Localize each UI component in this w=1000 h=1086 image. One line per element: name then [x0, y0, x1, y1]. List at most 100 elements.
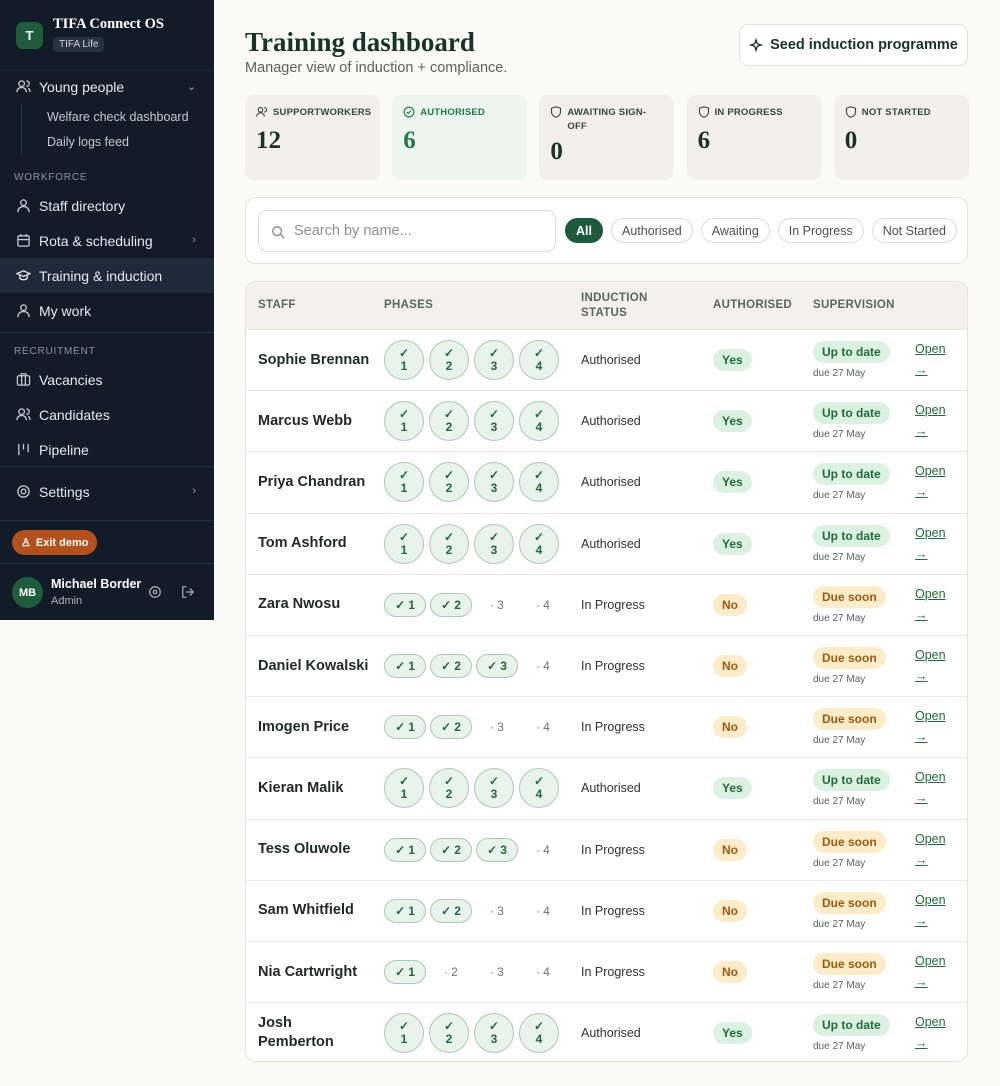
nav-item[interactable]: My work — [0, 293, 214, 328]
supervision-badge: Due soon — [813, 953, 886, 975]
phases: ✓ 1 ✓ 2 ✓ 3 ✓ 4 — [384, 514, 560, 574]
phase-pending: · 4 — [522, 904, 564, 918]
authorised-cell: No — [713, 697, 747, 757]
authorised-cell: Yes — [713, 514, 752, 574]
logout-button[interactable] — [181, 585, 195, 599]
open-link[interactable]: Open → — [915, 464, 946, 500]
phases: ✓ 1 ✓ 2 · 3 · 4 — [384, 881, 564, 941]
nav-item[interactable]: Young people ⌄ — [0, 69, 214, 104]
phase-number: 3 — [497, 720, 504, 735]
phase-number: 2 — [445, 420, 453, 435]
table-row: Marcus Webb ✓ 1 ✓ 2 ✓ 3 ✓ 4 Authorised Yes Up to da… — [246, 390, 967, 451]
phase-circle: ✓ 4 — [519, 523, 559, 564]
phase-number: 4 — [535, 542, 543, 557]
open-link[interactable]: Open → — [915, 954, 946, 989]
phase-pill: ✓ 1 — [384, 837, 426, 862]
due-date: due 27 May — [813, 490, 866, 502]
authorised-badge: No — [713, 593, 747, 616]
brand: T TIFA Connect OS TIFA Life — [16, 16, 164, 52]
sub-nav-item[interactable]: Welfare check dashboard — [47, 110, 189, 124]
phase-pending: · 3 — [476, 904, 518, 918]
nav-item[interactable]: Settings › — [0, 474, 214, 509]
table-row: Tess Oluwole ✓ 1 ✓ 2 ✓ 3 · 4 In Progress No Due soo… — [246, 818, 967, 880]
phase-number: 3 — [490, 359, 498, 373]
open-link[interactable]: Open → — [915, 1015, 946, 1051]
filter-pill[interactable]: Authorised — [610, 218, 693, 243]
phase-pending: · 3 — [476, 965, 518, 979]
supervision-badge: Up to date — [813, 402, 890, 425]
filter-pill[interactable]: Not Started — [871, 218, 957, 243]
phase-number: 4 — [543, 659, 550, 673]
filter-pill[interactable]: Awaiting — [700, 218, 770, 243]
open-link[interactable]: Open → — [915, 892, 946, 928]
logo: T — [16, 22, 43, 49]
phase-number: 3 — [500, 659, 507, 673]
phase-number: 1 — [400, 1032, 408, 1047]
nav-item[interactable]: Pipeline — [0, 432, 214, 467]
phase-circle: ✓ 2 — [429, 340, 469, 380]
check: ✓ — [488, 1019, 500, 1034]
phase-number: 2 — [445, 787, 453, 802]
nav-item[interactable]: Vacancies — [0, 362, 214, 397]
phase-pill: ✓ 2 — [430, 837, 472, 862]
exit-demo-button[interactable]: ♙ Exit demo — [12, 530, 98, 555]
open-link[interactable]: Open → — [915, 709, 946, 745]
open-link[interactable]: Open → — [915, 403, 946, 439]
phase-pill: ✓ 2 — [430, 898, 472, 923]
phase-number: 4 — [543, 965, 550, 979]
open-link[interactable]: Open → — [915, 831, 946, 867]
search-input[interactable]: Search by name... — [258, 210, 556, 252]
open-link[interactable]: Open → — [915, 648, 946, 683]
nav-item-active[interactable]: Training & induction — [0, 258, 214, 293]
chevron: › — [192, 234, 196, 246]
filter-pill[interactable]: All — [565, 218, 603, 243]
phase-number: 3 — [490, 481, 498, 496]
check: ✓ — [398, 346, 410, 360]
supervision-badge: Due soon — [813, 585, 886, 608]
check: ✓ — [443, 774, 455, 789]
authorised-badge: No — [713, 961, 747, 983]
nav-item[interactable]: Rota & scheduling › — [0, 223, 214, 258]
button-label: Seed induction programme — [770, 37, 958, 53]
table-row: Kieran Malik ✓ 1 ✓ 2 ✓ 3 ✓ 4 Authorised Yes Up to d… — [246, 757, 967, 818]
phase-number: 1 — [400, 542, 408, 557]
check: ✓ — [395, 903, 406, 918]
phase-circle: ✓ 2 — [429, 1013, 469, 1054]
filter-pill[interactable]: In Progress — [777, 218, 864, 243]
check: ✓ — [443, 346, 455, 360]
check: ✓ — [533, 468, 545, 483]
open-link[interactable]: Open → — [915, 525, 946, 561]
open-link[interactable]: Open → — [915, 342, 946, 377]
induction-status: In Progress — [581, 903, 645, 918]
phases: ✓ 1 ✓ 2 · 3 · 4 — [384, 697, 564, 757]
authorised-cell: Yes — [713, 1003, 752, 1061]
phases: ✓ 1 ✓ 2 · 3 · 4 — [384, 575, 564, 635]
check: ✓ — [488, 346, 500, 360]
authorised-cell: Yes — [713, 391, 752, 451]
staff-name: Nia Cartwright — [258, 963, 358, 980]
staff-name: Imogen Price — [258, 718, 350, 735]
staff-name: Tess Oluwole — [258, 841, 351, 858]
check: ✓ — [487, 659, 498, 673]
nav-item[interactable]: Candidates — [0, 397, 214, 432]
phase-number: 4 — [543, 903, 550, 918]
nav-item[interactable]: Staff directory — [0, 188, 214, 223]
check: ✓ — [441, 842, 452, 857]
stat-label-row: NOT STARTED — [845, 106, 958, 123]
seed-button[interactable]: Seed induction programme — [739, 24, 968, 66]
phase-number: 2 — [445, 1032, 453, 1047]
icon — [256, 106, 268, 123]
phase-pill: ✓ 1 — [384, 592, 426, 617]
stat-label: NOT STARTED — [861, 107, 931, 118]
divider — [0, 520, 214, 521]
phase-pill: ✓ 3 — [476, 654, 518, 678]
theme-button[interactable] — [148, 585, 162, 599]
authorised-badge: Yes — [713, 777, 752, 800]
phase-circle: ✓ 1 — [384, 401, 424, 442]
sub-nav-item[interactable]: Daily logs feed — [47, 135, 129, 149]
open-link[interactable]: Open → — [915, 770, 946, 806]
open-link[interactable]: Open → — [915, 586, 946, 622]
supervision-cell: Up to date due 27 May — [813, 1003, 890, 1061]
user-name: Michael Border — [51, 577, 142, 591]
authorised-badge: No — [713, 716, 747, 739]
